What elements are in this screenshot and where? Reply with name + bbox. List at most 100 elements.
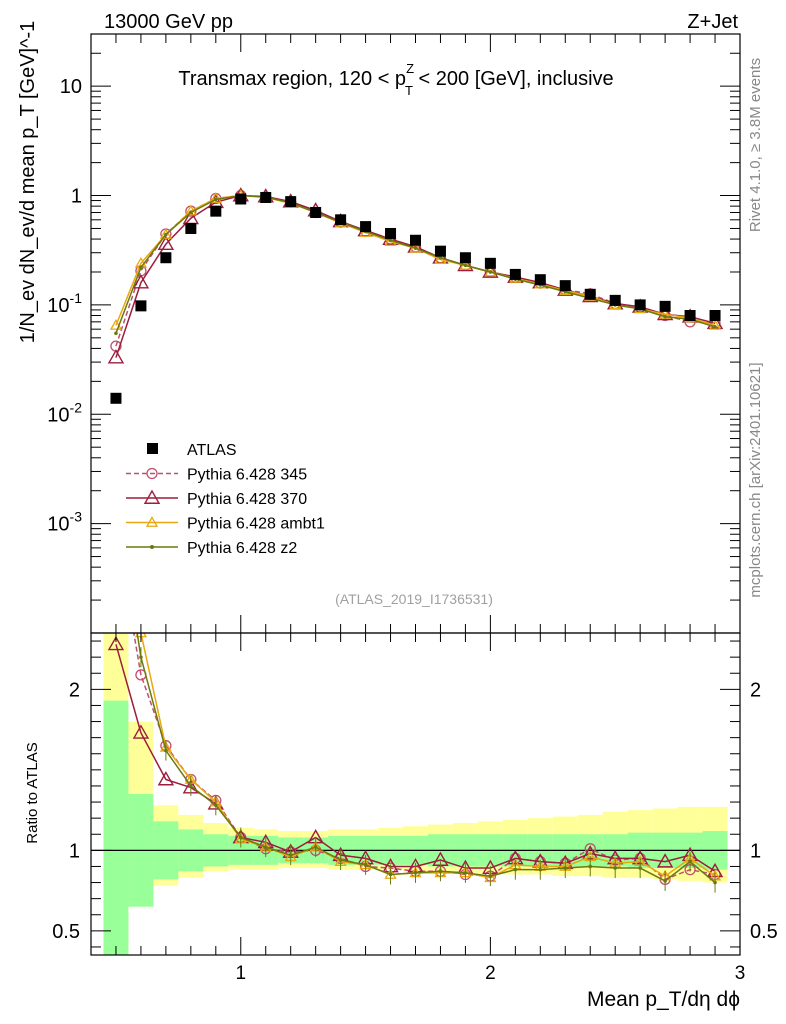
series-marker [663,314,667,319]
x-tick-label: 2 [485,963,496,984]
data-point-atlas [459,252,471,264]
series-marker [159,228,173,239]
data-point-atlas [285,196,297,208]
x-axis-title: Mean p_T/dη dϕ [587,988,740,1011]
legend-label: ATLAS [187,442,237,459]
y-axis-title-ratio: Ratio to ATLAS [24,742,41,843]
legend-marker [143,489,161,504]
series-marker-ratio [656,853,674,868]
data-point-atlas [235,193,247,205]
y-tick-label-main: 10-1 [47,290,82,317]
legend-marker-atlas [147,443,158,454]
series-marker [708,319,722,330]
legend-label: Pythia 6.428 z2 [187,540,297,557]
y-tick-label-ratio-right: 2 [750,679,761,701]
header-energy-label: 13000 GeV pp [104,11,233,33]
series-marker [713,325,717,329]
y-tick-label-main: 10-3 [47,509,82,536]
series-marker-ratio [107,635,125,651]
y-tick-label-base: 10 [47,514,69,536]
legend-label: Pythia 6.428 370 [187,491,307,508]
series-marker [463,263,468,268]
data-point-atlas [260,191,272,203]
y-tick-label-exponent: -2 [70,399,83,415]
series-marker [209,192,222,203]
legend: ATLAS Pythia 6.428 345 Pythia 6.428 370 Pyt… [126,442,325,557]
series-marker-ratio [132,724,150,739]
plot-title: Transmax region, 120 < pZ T < 200 [GeV], … [178,61,613,98]
y-tick-label-main: 10 [60,76,82,98]
y-tick-label-base: 10 [47,295,69,317]
data-point-atlas [709,310,721,322]
data-point-atlas [634,299,646,311]
y-tick-label-ratio-right: 0.5 [750,921,778,943]
data-point-atlas [434,245,446,257]
x-tick-label: 3 [735,963,746,984]
data-point-atlas [310,206,322,218]
main-panel: Transmax region, 120 < pZ T < 200 [GeV], … [178,61,613,607]
data-point-atlas [135,300,147,312]
x-tick-label: 1 [235,963,246,984]
series-marker [488,270,493,274]
series-line-main [115,194,716,347]
legend-label: Pythia 6.428 ambt1 [187,516,325,533]
y-tick-label-base: 10 [47,404,69,426]
legend-marker [146,467,158,480]
data-point-atlas [410,234,421,246]
series-marker [114,331,118,336]
data-point-atlas [210,205,222,217]
plot-title-subscript: T [405,83,413,98]
data-point-atlas [110,392,122,404]
y-axis-title-main-text: 1/N_ev dN_ev/d mean p_T [GeV]^-1 [17,21,39,344]
header-process-label: Z+Jet [687,11,738,33]
side-label-rivet: Rivet 4.1.0, ≥ 3.8M events [747,58,764,232]
ratio-band-green [103,700,129,955]
data-point-atlas [185,222,197,234]
legend-marker [145,516,159,527]
series-marker [157,235,175,251]
data-point-atlas [335,214,347,226]
data-point-atlas [659,300,671,312]
series-line-main [115,194,716,334]
series-marker [139,265,143,270]
data-point-atlas [160,252,172,264]
legend-marker [150,545,154,549]
y-tick-label-main: 10-2 [47,399,82,426]
series-marker [189,210,193,215]
chart-marks [91,187,740,955]
data-point-atlas [509,268,521,280]
series-marker [107,349,125,364]
series-marker-ratio [157,771,175,786]
data-point-atlas [534,274,546,286]
series-marker [438,255,443,260]
data-point-atlas [684,310,696,322]
y-tick-label-ratio: 2 [69,679,80,701]
y-axis-title-main: 1/N_ev dN_ev/d mean p_T [GeV]^-1 [17,21,39,344]
series-marker [388,238,393,243]
data-point-atlas [584,288,596,300]
data-point-atlas [559,280,571,292]
data-point-atlas [360,221,372,233]
side-label-mcplots: mcplots.cern.ch [arXiv:2401.10621] [747,362,764,597]
legend-label: Pythia 6.428 345 [187,467,307,484]
data-point-atlas [484,257,496,269]
data-point-atlas [385,227,397,239]
plot-title-part-2: < 200 [GeV], inclusive [413,68,614,90]
series-marker [132,274,150,289]
series-marker [413,246,418,251]
y-tick-label-main: 1 [71,186,82,208]
ratio-frame [90,632,741,956]
ratio-series-group [107,633,724,893]
series-line-main [115,194,716,358]
y-tick-label-exponent: -1 [70,290,83,306]
plot-title-superscript: Z [406,61,414,76]
series-marker [214,197,218,202]
series-marker [164,232,168,237]
y-tick-label-ratio: 1 [69,840,80,862]
plot-title-part-1: Transmax region, 120 < p [178,68,406,90]
analysis-watermark: (ATLAS_2019_I1736531) [335,591,493,607]
data-point-atlas [609,294,621,306]
y-tick-label-ratio: 0.5 [52,921,80,943]
